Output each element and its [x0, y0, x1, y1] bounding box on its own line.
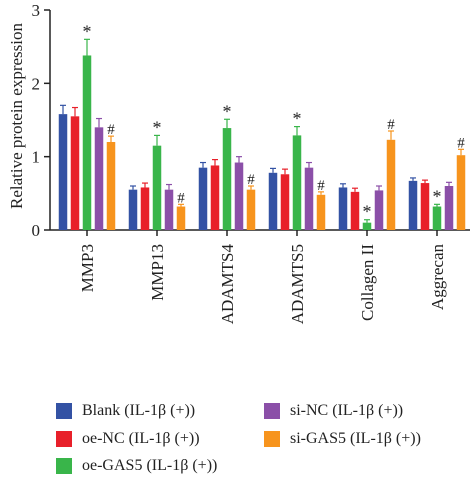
bar — [304, 167, 314, 230]
significance-mark: * — [223, 101, 232, 121]
x-tick-label: ADAMTS4 — [218, 244, 237, 325]
significance-mark: # — [457, 135, 465, 151]
bar — [152, 145, 162, 230]
bar — [246, 189, 256, 230]
bar — [94, 127, 104, 230]
bar — [58, 114, 68, 230]
x-tick-label: MMP13 — [148, 244, 167, 301]
bar — [164, 189, 174, 230]
x-tick-label: ADAMTS5 — [288, 244, 307, 324]
significance-mark: # — [107, 122, 115, 138]
bar — [106, 142, 116, 230]
bar — [456, 155, 466, 230]
bar — [362, 222, 372, 230]
bar — [432, 206, 442, 230]
y-tick-label: 3 — [32, 1, 41, 20]
bar — [210, 165, 220, 230]
bar — [176, 206, 186, 230]
bar — [280, 174, 290, 230]
bar — [140, 187, 150, 230]
significance-mark: # — [317, 178, 325, 194]
y-tick-label: 2 — [32, 74, 41, 93]
bar — [350, 191, 360, 230]
significance-mark: * — [363, 202, 372, 222]
bar — [222, 128, 232, 230]
significance-mark: * — [83, 21, 92, 41]
x-tick-label: MMP3 — [78, 244, 97, 292]
bar — [82, 55, 92, 230]
bar — [198, 167, 208, 230]
significance-mark: * — [433, 186, 442, 206]
bar — [420, 183, 430, 230]
bar — [234, 162, 244, 230]
bar — [128, 189, 138, 230]
axes: 0 1 2 3 MMP3 MMP13 ADAMTS4 ADAMTS5 Collagen II Ag… — [32, 1, 470, 325]
significance-mark: # — [387, 117, 395, 133]
y-axis-label: Relative protein expression — [7, 23, 26, 210]
bar — [338, 187, 348, 230]
x-tick-label: Collagen II — [358, 244, 377, 321]
bar — [444, 186, 454, 230]
bar — [316, 194, 326, 230]
significance-mark: # — [247, 172, 255, 188]
bars-layer: * # * # * # * # * # * # — [58, 21, 466, 230]
significance-mark: * — [293, 109, 302, 129]
bar — [408, 180, 418, 230]
bar — [374, 190, 384, 230]
bar — [386, 139, 396, 230]
y-tick-label: 1 — [32, 148, 41, 167]
significance-mark: # — [177, 190, 185, 206]
bar — [292, 135, 302, 230]
significance-mark: * — [153, 117, 162, 137]
y-tick-label: 0 — [32, 221, 41, 240]
x-tick-label: Aggrecan — [428, 244, 447, 311]
bar — [268, 172, 278, 230]
bar — [70, 116, 80, 230]
